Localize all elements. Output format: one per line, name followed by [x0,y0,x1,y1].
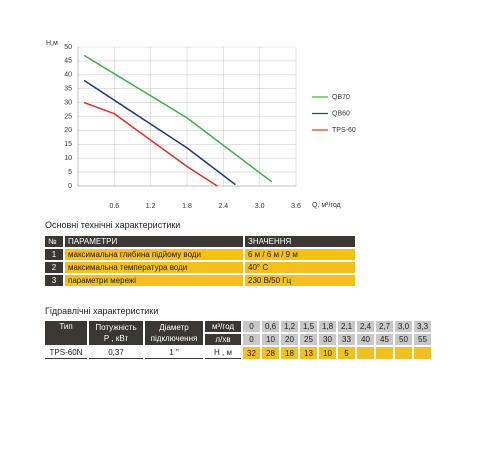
x-tick-label: 3.6 [291,203,301,210]
flow-l-cell: 33 [338,334,355,345]
legend-label: TPS-60 [332,127,356,134]
x-tick-label: 2.4 [218,203,228,210]
y-tick-label: 50 [64,44,72,51]
head-cell: 5 [338,347,355,359]
header-text: підключення [150,334,198,343]
header-cell: ПАРАМЕТРИ [65,236,243,247]
y-tick-label: 40 [64,72,72,79]
flow-l-cell: 20 [281,334,298,345]
flow-l-cell: 40 [357,334,374,345]
x-tick-label: 0.6 [109,203,119,210]
hydraulics-title: Гідравлічні характеристики [45,306,159,316]
param-cell: параметри мережі [65,275,243,286]
header-cell: Тип [45,321,87,345]
flow-m3-cell: 2,7 [376,321,393,332]
y-tick-label: 25 [64,113,72,120]
head-cell: 28 [262,347,279,359]
header-cell: Потужність Р , кВт [89,321,143,345]
flow-l-cell: 45 [376,334,393,345]
type-cell: TPS-60N [45,347,87,359]
flow-m3-cell: 2,1 [338,321,355,332]
flow-l-cell: 0 [243,334,260,345]
x-tick-label: 3.0 [255,203,265,210]
specs-title: Основні технічні характеристики [45,220,181,230]
y-tick-label: 5 [68,169,72,176]
diameter-cell: 1 " [145,347,203,359]
unit-cell: Н , м [205,347,241,359]
x-axis-title: Q, м³/год [312,202,341,209]
flow-m3-cell: 1,5 [300,321,317,332]
header-cell: л/хв [205,334,241,345]
legend-label: QB60 [332,110,350,117]
header-text: Діаметр [159,323,189,332]
x-tick-label: 1.8 [182,203,192,210]
specs-table: № ПАРАМЕТРИ ЗНАЧЕННЯ 1 максимальна глиби… [43,234,357,288]
y-tick-label: 45 [64,58,72,65]
flow-m3-cell: 0,6 [262,321,279,332]
flow-l-cell: 30 [319,334,336,345]
empty-cell [414,347,431,359]
empty-cell [376,347,393,359]
empty-cell [395,347,412,359]
chart: H,м Q, м³/год 0 5 10 15 20 25 30 35 40 45 50 0.6 1.2… [46,40,356,210]
header-text: Потужність [95,323,137,332]
value-cell: 230 В/50 Гц [245,275,355,286]
y-tick-label: 15 [64,141,72,148]
head-cell: 10 [319,347,336,359]
series-line [83,101,218,187]
legend-label: QB70 [332,94,350,101]
param-cell: максимальна глибина підйому води [65,249,243,260]
y-tick-label: 35 [64,86,72,93]
series-line [83,79,236,186]
row-number: 3 [45,275,63,286]
flow-m3-cell: 1,2 [281,321,298,332]
flow-m3-cell: 0 [243,321,260,332]
y-axis-title: H,м [46,40,58,47]
empty-cell [357,347,374,359]
power-cell: 0,37 [89,347,143,359]
head-cell: 13 [300,347,317,359]
series-line [83,54,273,183]
header-cell: ЗНАЧЕННЯ [245,236,355,247]
flow-m3-cell: 3,0 [395,321,412,332]
y-tick-label: 30 [64,99,72,106]
value-cell: 6 м / 6 м / 9 м [245,249,355,260]
header-cell: м³/год [205,321,241,332]
flow-m3-cell: 1,8 [319,321,336,332]
flow-m3-cell: 2,4 [357,321,374,332]
header-cell: № [45,236,63,247]
value-cell: 40° С [245,262,355,273]
flow-l-cell: 55 [414,334,431,345]
header-cell: Діаметр підключення [145,321,203,345]
y-tick-label: 0 [68,183,72,190]
flow-l-cell: 10 [262,334,279,345]
y-tick-label: 20 [64,127,72,134]
row-number: 1 [45,249,63,260]
flow-l-cell: 25 [300,334,317,345]
flow-m3-cell: 3,3 [414,321,431,332]
row-number: 2 [45,262,63,273]
header-text: Р , кВт [103,334,129,343]
x-tick-label: 1.2 [146,203,156,210]
head-cell: 18 [281,347,298,359]
head-cell: 32 [243,347,260,359]
y-tick-label: 10 [64,155,72,162]
hydraulics-table: Тип Потужність Р , кВт Діаметр підключення… [43,319,433,361]
param-cell: максимальна температура води [65,262,243,273]
flow-l-cell: 50 [395,334,412,345]
